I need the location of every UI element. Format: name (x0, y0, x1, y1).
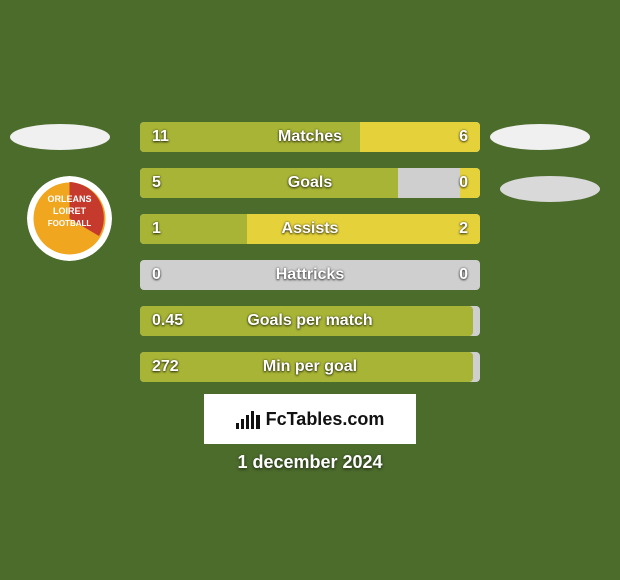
stat-bar-right (460, 168, 480, 198)
svg-text:ORLEANS: ORLEANS (47, 194, 91, 204)
root: Testud vs Dexet Club competitions, Seaso… (0, 0, 620, 580)
stat-row: 50Goals (140, 168, 480, 198)
svg-text:FOOTBALL: FOOTBALL (48, 219, 92, 228)
decor-ellipse-right-2 (500, 176, 600, 202)
stat-label: Hattricks (140, 260, 480, 290)
brand-text: FcTables.com (266, 409, 385, 430)
brand-bars-icon (236, 409, 260, 429)
stat-bar-right (360, 122, 480, 152)
stat-bar-right (247, 214, 480, 244)
stat-value-left: 0 (152, 260, 161, 290)
stat-bar-left (140, 168, 398, 198)
stat-row: 0.45Goals per match (140, 306, 480, 336)
stat-bar-left (140, 306, 473, 336)
stat-value-right: 0 (459, 260, 468, 290)
stats-panel: 116Matches 50Goals 12Assists 0 0Hattricks 0.4… (140, 122, 480, 398)
decor-ellipse-left (10, 124, 110, 150)
stat-bar-left (140, 352, 473, 382)
stat-row: 272Min per goal (140, 352, 480, 382)
stat-bar-left (140, 122, 360, 152)
club-crest-icon: ORLEANS LOIRET FOOTBALL (27, 176, 112, 261)
crest-svg: ORLEANS LOIRET FOOTBALL (27, 176, 112, 261)
svg-text:LOIRET: LOIRET (53, 206, 87, 216)
stat-bar-left (140, 214, 247, 244)
date-text: 1 december 2024 (0, 452, 620, 473)
stat-row: 12Assists (140, 214, 480, 244)
stat-row: 116Matches (140, 122, 480, 152)
brand-box: FcTables.com (204, 394, 416, 444)
decor-ellipse-right-1 (490, 124, 590, 150)
stat-row: 0 0Hattricks (140, 260, 480, 290)
